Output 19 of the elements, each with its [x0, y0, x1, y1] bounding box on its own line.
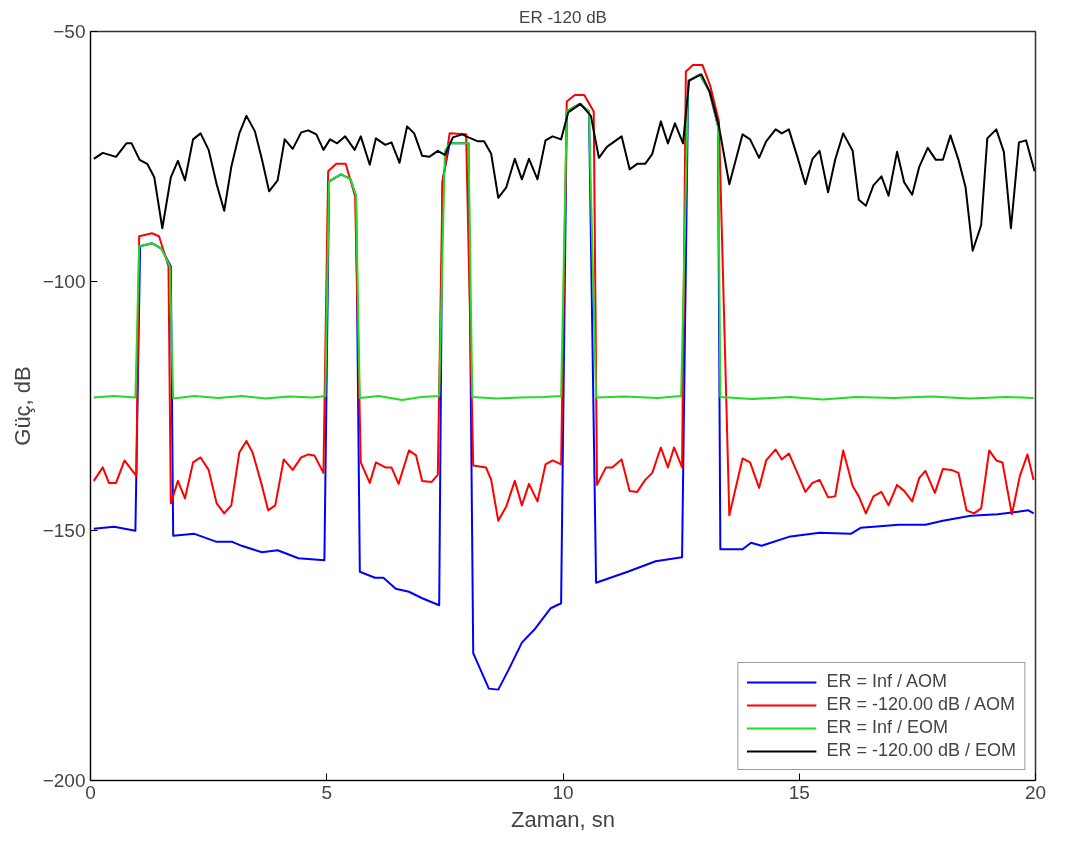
x-tick-label: 20 [1024, 781, 1047, 803]
legend-label: ER = Inf / EOM [826, 717, 948, 738]
y-tick-label: −50 [53, 21, 86, 42]
x-tick-label: 10 [552, 781, 574, 803]
y-tick-label: −150 [42, 520, 86, 542]
chart-title: ER -120 dB [519, 7, 607, 27]
y-tick-label: −200 [42, 770, 86, 791]
y-axis-title: Güç, dB [9, 366, 35, 446]
x-tick-label: 0 [85, 781, 96, 803]
y-tick-label: −100 [42, 270, 86, 292]
line-series [92, 63, 1035, 522]
x-axis-title: Zaman, sn [511, 806, 615, 832]
legend-label: ER = -120.00 dB / EOM [826, 740, 1016, 761]
x-tick-label: 5 [321, 781, 333, 803]
line-series [92, 73, 1035, 402]
legend-label: ER = Inf / AOM [826, 671, 947, 692]
legend-label: ER = -120.00 dB / AOM [826, 694, 1016, 715]
line-series [92, 73, 1036, 252]
x-tick-label: 15 [788, 781, 810, 803]
